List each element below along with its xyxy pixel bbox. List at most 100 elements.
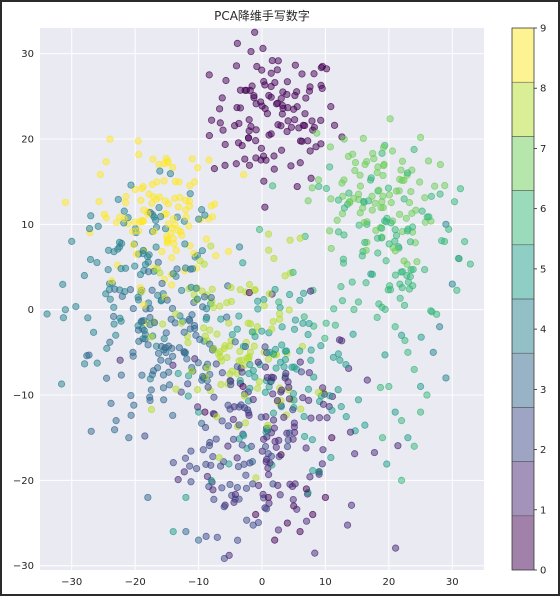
data-point-digit-0 [259, 44, 267, 53]
data-point-digit-5 [404, 434, 412, 442]
data-point-digit-9 [138, 287, 146, 295]
data-point-digit-4 [157, 212, 165, 221]
data-point-digit-5 [309, 467, 317, 475]
data-point-digit-3 [157, 356, 165, 364]
data-point-digit-8 [207, 242, 215, 250]
data-point-digit-1 [169, 361, 177, 369]
data-point-digit-0 [322, 65, 331, 73]
x-tick-label: 30 [446, 577, 459, 588]
data-point-digit-6 [378, 303, 386, 311]
data-point-digit-6 [445, 225, 453, 233]
data-point-digit-4 [178, 286, 186, 295]
data-point-digit-5 [310, 373, 318, 381]
y-tick-label: 0 [28, 305, 34, 316]
data-point-digit-0 [287, 123, 296, 131]
colorbar-tick-label: 9 [540, 24, 546, 35]
data-point-digit-6 [331, 321, 339, 329]
data-point-digit-9 [182, 213, 190, 221]
data-point-digit-6 [416, 408, 425, 416]
data-point-digit-6 [455, 255, 463, 263]
data-point-digit-9 [156, 193, 164, 201]
data-point-digit-2 [285, 429, 294, 437]
data-point-digit-1 [351, 450, 359, 458]
data-point-digit-7 [388, 147, 397, 155]
data-point-digit-4 [59, 280, 67, 288]
data-point-digit-2 [233, 483, 241, 492]
data-point-digit-1 [394, 442, 402, 450]
data-point-digit-6 [427, 192, 436, 200]
data-point-digit-0 [290, 105, 298, 113]
data-point-digit-6 [345, 189, 353, 197]
data-point-digit-4 [155, 203, 163, 212]
data-point-digit-2 [206, 438, 214, 447]
data-point-digit-9 [170, 240, 178, 248]
data-point-digit-4 [448, 280, 456, 288]
data-point-digit-7 [391, 247, 399, 255]
data-point-digit-7 [340, 176, 348, 184]
data-point-digit-1 [280, 413, 288, 421]
data-point-digit-9 [175, 178, 183, 186]
data-point-digit-1 [203, 472, 212, 481]
data-point-digit-4 [117, 265, 125, 273]
data-point-digit-3 [160, 396, 168, 404]
data-point-digit-7 [375, 186, 383, 194]
data-point-digit-6 [361, 238, 369, 247]
data-point-digit-7 [371, 199, 379, 207]
data-point-digit-2 [283, 442, 292, 451]
data-point-digit-6 [269, 182, 277, 190]
colorbar-frame [511, 27, 535, 571]
data-point-digit-9 [164, 200, 173, 208]
data-point-digit-1 [116, 356, 124, 364]
data-point-digit-2 [184, 380, 192, 388]
data-point-digit-2 [238, 441, 246, 449]
data-point-digit-3 [112, 417, 120, 425]
data-point-digit-0 [268, 56, 276, 65]
data-point-digit-6 [397, 476, 406, 484]
data-point-digit-9 [140, 206, 148, 214]
data-point-digit-0 [267, 69, 275, 77]
data-point-digit-0 [248, 82, 256, 90]
data-point-digit-7 [359, 204, 367, 212]
data-point-digit-8 [153, 265, 161, 273]
data-point-digit-3 [180, 349, 189, 357]
data-point-digit-2 [212, 435, 220, 443]
data-point-digit-1 [259, 490, 267, 498]
data-point-digit-5 [246, 361, 254, 369]
data-point-digit-3 [169, 411, 177, 420]
colorbar-tick-label: 7 [540, 144, 546, 155]
data-point-digit-0 [236, 86, 245, 94]
data-point-digit-2 [242, 484, 251, 492]
data-point-digit-4 [146, 375, 154, 383]
data-point-digit-4 [68, 237, 76, 245]
data-point-digit-4 [115, 243, 124, 251]
data-point-digit-4 [156, 167, 164, 175]
data-point-digit-5 [327, 453, 335, 462]
data-point-digit-8 [314, 388, 323, 397]
data-point-digit-5 [290, 325, 299, 333]
data-point-digit-9 [190, 178, 199, 186]
data-point-digit-6 [461, 238, 469, 246]
data-point-digit-2 [218, 484, 226, 492]
data-point-digit-8 [208, 285, 216, 293]
data-point-digit-0 [327, 103, 335, 111]
data-point-digit-7 [402, 214, 410, 222]
data-point-digit-2 [207, 461, 215, 469]
data-point-digit-4 [435, 323, 444, 331]
data-point-digit-0 [287, 162, 295, 170]
data-point-digit-6 [453, 286, 461, 294]
data-point-digit-0 [277, 122, 285, 130]
data-point-digit-9 [224, 247, 233, 256]
data-point-digit-1 [274, 481, 282, 490]
data-point-digit-5 [202, 315, 210, 323]
data-point-digit-8 [297, 405, 305, 413]
data-point-digit-1 [270, 424, 278, 432]
data-point-digit-0 [305, 87, 314, 95]
x-axis: −30 −20 −10 0 10 20 30 [61, 577, 458, 588]
data-point-digit-3 [117, 371, 125, 379]
data-point-digit-3 [159, 371, 168, 379]
data-point-digit-0 [205, 71, 213, 79]
data-point-digit-7 [379, 143, 388, 152]
data-point-digit-2 [289, 406, 297, 414]
data-point-digit-1 [302, 517, 311, 525]
data-point-digit-0 [253, 62, 261, 71]
